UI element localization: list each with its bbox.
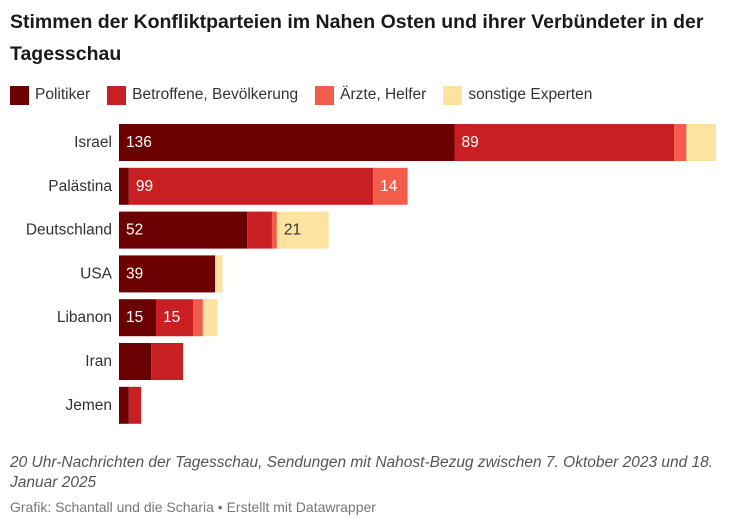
bar-usa-politiker — [119, 255, 216, 293]
data-label-deutschland-sonstige-experten: 21 — [284, 222, 301, 239]
data-label-deutschland-politiker: 52 — [126, 222, 143, 239]
bar-libanon-betroffene-bevoelkerung — [156, 299, 194, 337]
category-label-jemen: Jemen — [65, 397, 112, 414]
bar-israel-politiker — [119, 124, 455, 161]
legend-item-politiker: Politiker — [10, 85, 91, 105]
legend-label-experten: sonstige Experten — [468, 86, 593, 103]
chart-credit: Grafik: Schantall und die Scharia • Erst… — [10, 499, 376, 515]
bar-deutschland-politiker — [119, 211, 248, 249]
bar-israel-sonstige-experten — [686, 124, 716, 161]
legend-item-betroffene: Betroffene, Bevölkerung — [107, 85, 299, 105]
bar-deutschland-aerzte-helfer — [271, 211, 277, 249]
chart-legend: Politiker Betroffene, Bevölkerung Ärzte,… — [10, 84, 609, 106]
category-label-libanon: Libanon — [57, 309, 112, 326]
stacked-bar-chart: Israel 136 89 Palästina 99 14 Deutschland 52 21 U… — [26, 124, 716, 424]
bar-usa-sonstige-experten — [215, 255, 223, 293]
bar-jemen-politiker — [119, 386, 129, 424]
bar-iran-politiker — [119, 343, 152, 380]
category-label-deutschland: Deutschland — [26, 222, 112, 239]
category-label-usa: USA — [80, 265, 113, 282]
bar-deutschland-sonstige-experten — [276, 211, 329, 249]
legend-item-aerzte: Ärzte, Helfer — [315, 85, 427, 105]
bar-palaestina-aerzte-helfer — [373, 167, 408, 205]
bar-libanon-aerzte-helfer — [193, 299, 203, 337]
category-label-palaestina: Palästina — [48, 178, 112, 195]
data-label-palaestina-betroffene-bevoelkerung: 99 — [136, 178, 153, 195]
data-label-libanon-politiker: 15 — [126, 309, 143, 326]
bar-palaestina-politiker — [119, 167, 129, 205]
data-label-palaestina-aerzte-helfer: 14 — [380, 178, 398, 195]
data-label-usa-politiker: 39 — [126, 265, 143, 282]
chart-title: Stimmen der Konfliktparteien im Nahen Os… — [10, 11, 704, 65]
chart-subtitle: 20 Uhr-Nachrichten der Tagesschau, Sendu… — [10, 454, 714, 491]
bar-libanon-politiker — [119, 299, 157, 337]
legend-label-aerzte: Ärzte, Helfer — [340, 86, 427, 103]
bar-libanon-sonstige-experten — [202, 299, 218, 337]
bar-jemen-betroffene-bevoelkerung — [128, 386, 142, 424]
legend-swatch-aerzte — [315, 85, 335, 105]
legend-swatch-experten — [443, 85, 463, 105]
bar-iran-betroffene-bevoelkerung — [151, 343, 184, 380]
data-label-israel-politiker: 136 — [126, 134, 152, 151]
bar-israel-betroffene-bevoelkerung — [454, 124, 675, 161]
category-label-iran: Iran — [85, 353, 112, 370]
bar-deutschland-betroffene-bevoelkerung — [247, 211, 272, 249]
legend-swatch-politiker — [10, 85, 29, 105]
bar-israel-aerzte-helfer — [674, 124, 687, 161]
category-label-israel: Israel — [74, 134, 112, 151]
data-label-libanon-betroffene-bevoelkerung: 15 — [163, 309, 180, 326]
legend-swatch-betroffene — [107, 85, 127, 105]
data-label-israel-betroffene-bevoelkerung: 89 — [462, 134, 479, 151]
legend-label-betroffene: Betroffene, Bevölkerung — [132, 86, 299, 103]
legend-label-politiker: Politiker — [35, 86, 91, 103]
bar-palaestina-betroffene-bevoelkerung — [128, 167, 374, 205]
legend-item-experten: sonstige Experten — [443, 85, 593, 105]
